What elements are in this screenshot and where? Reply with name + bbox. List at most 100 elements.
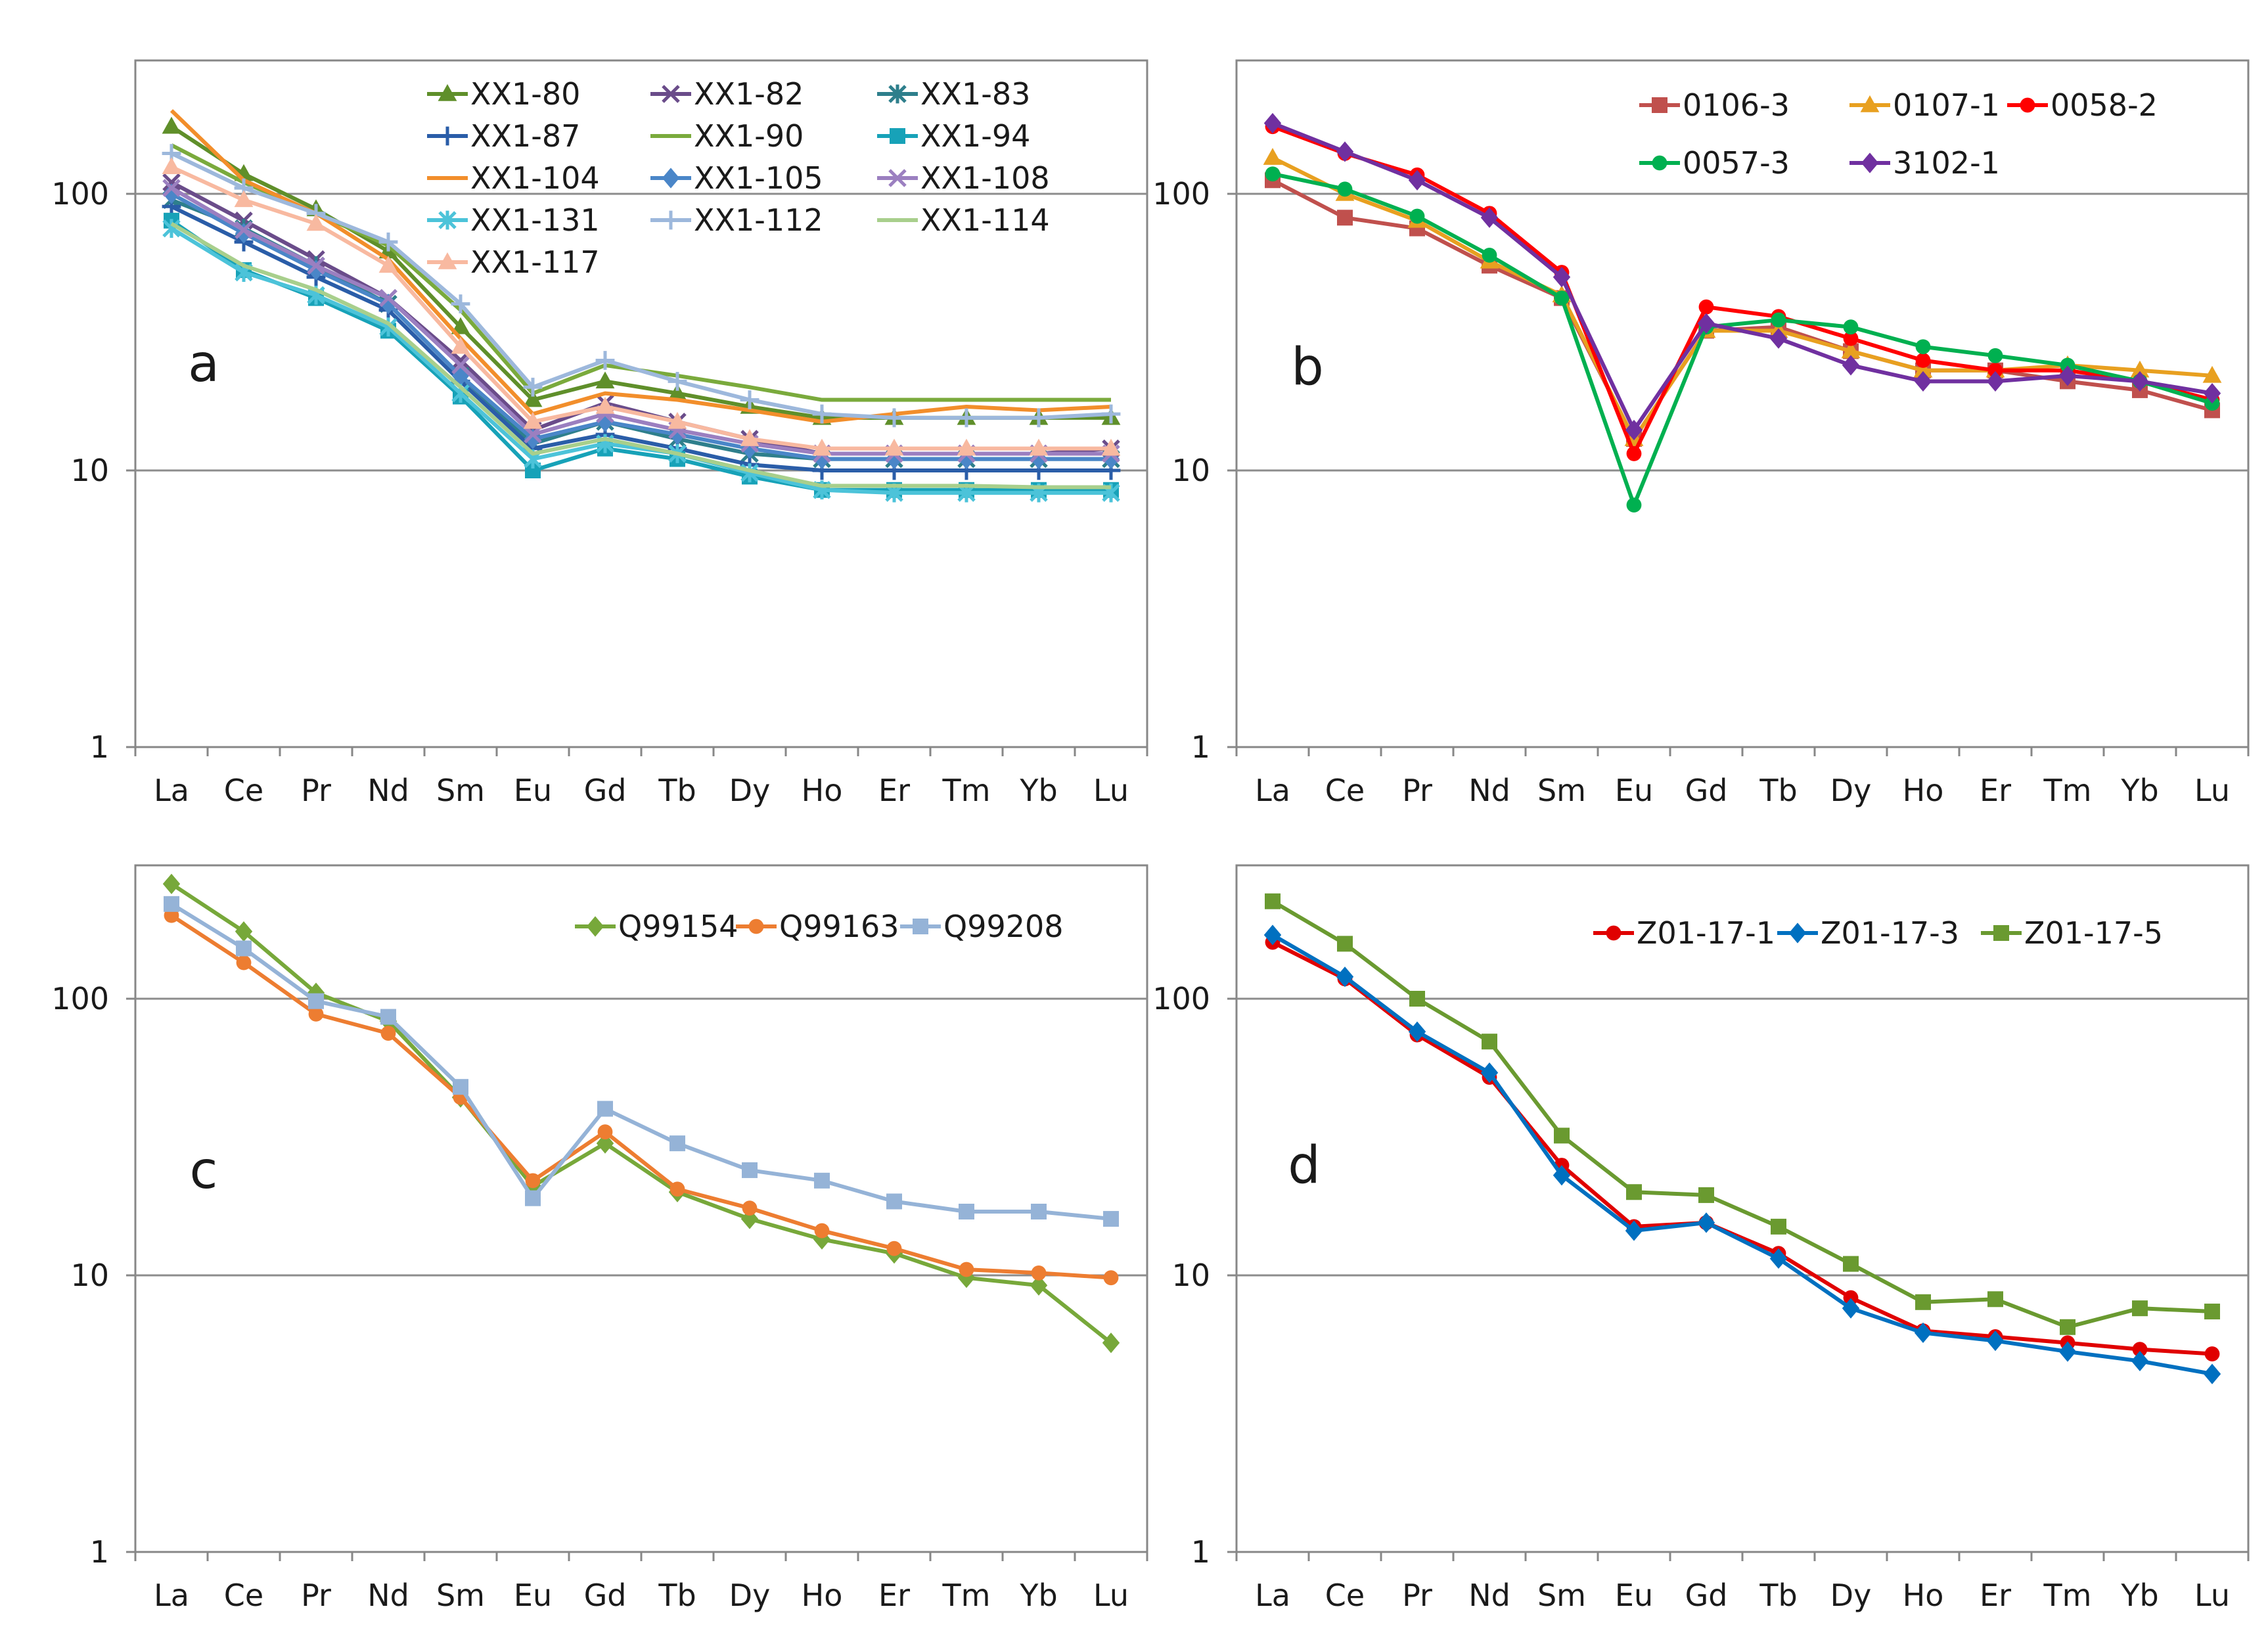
legend-label: XX1-83: [920, 76, 1030, 112]
legend-marker: [662, 85, 680, 103]
series-0058-2: [1265, 119, 2220, 461]
data-point: [451, 317, 470, 334]
data-point: [380, 1009, 396, 1025]
x-tick-label: Ce: [1325, 1578, 1365, 1613]
data-point: [669, 1181, 685, 1197]
data-point: [1987, 1291, 2003, 1308]
data-point: [1913, 360, 1933, 378]
x-tick-label: Pr: [1402, 1578, 1432, 1613]
legend-label: XX1-90: [694, 118, 804, 154]
data-point: [306, 214, 326, 231]
legend-marker: [1652, 97, 1667, 113]
data-point: [1031, 1265, 1047, 1281]
data-point: [1482, 1034, 1497, 1050]
data-point: [812, 404, 832, 424]
data-point: [1843, 330, 1859, 346]
legend: 0106-3 0107-1 0058-2 0057-3 3102-1: [1639, 87, 2158, 181]
data-point: [2058, 365, 2077, 386]
data-point: [1697, 313, 1715, 334]
x-tick-label: Yb: [2120, 1578, 2158, 1613]
data-point: [1915, 1294, 1931, 1310]
chart-panel-c: 1 10 100 La Ce Pr Nd Sm Eu Gd Tb Dy Ho Er Tm Yb Lu Q99154…: [51, 864, 1148, 1613]
legend-marker: [438, 126, 457, 146]
data-point: [1031, 1203, 1047, 1219]
legend-label: 0057-3: [1683, 145, 1790, 181]
data-point: [1769, 328, 1788, 349]
data-point: [1625, 1220, 1643, 1241]
y-tick-label: 100: [51, 981, 109, 1016]
series-line: [170, 192, 1111, 461]
data-point: [162, 173, 181, 192]
x-tick-label: Ce: [224, 1578, 263, 1613]
data-point: [1914, 1322, 1932, 1344]
x-tick-label: La: [1255, 773, 1290, 808]
chart-panel-a: 1 10 100 La Ce Pr Nd Sm Eu Gd Tb Dy Ho Er Tm Yb Lu XX1-80…: [51, 59, 1148, 808]
data-point: [1029, 408, 1049, 428]
legend-label: XX1-87: [470, 118, 580, 154]
data-point: [1771, 312, 1786, 328]
legend-marker: [913, 919, 928, 934]
data-point: [1103, 1270, 1119, 1286]
x-tick-label: Lu: [1093, 1578, 1129, 1613]
data-point: [162, 873, 181, 894]
data-point: [1915, 353, 1931, 368]
legend-item: Z01-17-1: [1593, 915, 1775, 951]
data-point: [1553, 1165, 1571, 1186]
series-Q99163: [164, 907, 1119, 1286]
data-point: [162, 179, 181, 197]
data-point: [379, 288, 397, 308]
legend-marker: [586, 916, 604, 937]
legend-marker: [1861, 152, 1879, 173]
data-point: [2130, 360, 2150, 378]
series-line: [170, 204, 1111, 472]
x-tick-label: Er: [878, 773, 910, 808]
legend-label: Z01-17-1: [1637, 915, 1775, 951]
data-point: [453, 1079, 468, 1095]
x-tick-label: Tm: [942, 773, 991, 808]
legend-marker: [438, 210, 457, 230]
x-tick-label: Sm: [436, 773, 485, 808]
series-line: [170, 165, 1111, 451]
series-line: [170, 882, 1112, 1345]
legend: XX1-80 XX1-82 XX1-83 XX1-87 XX1-90 XX1-94 XX1-…: [427, 76, 1050, 280]
x-tick-label: Nd: [367, 1578, 409, 1613]
data-point: [1029, 438, 1049, 456]
legend-label: XX1-112: [694, 202, 823, 238]
data-point: [2060, 1319, 2075, 1335]
data-point: [2204, 1304, 2220, 1320]
x-tick-label: Eu: [1615, 773, 1653, 808]
legend-marker: [888, 169, 907, 187]
legend-item: 0057-3: [1639, 145, 1790, 181]
series-Z01-17-5: [1265, 893, 2220, 1335]
x-tick-label: Sm: [436, 1578, 485, 1613]
x-tick-label: Tb: [658, 1578, 696, 1613]
data-point: [2203, 1363, 2221, 1384]
legend-marker: [748, 919, 764, 934]
data-point: [884, 408, 904, 428]
series-Z01-17-3: [1263, 924, 2221, 1384]
data-point: [380, 1026, 396, 1041]
data-point: [451, 336, 470, 354]
data-point: [1771, 1218, 1786, 1235]
data-point: [378, 232, 398, 252]
series-line: [170, 109, 1112, 424]
data-point: [1336, 141, 1354, 162]
data-point: [957, 438, 976, 456]
data-point: [2203, 383, 2221, 404]
data-point: [1626, 497, 1642, 512]
data-point: [1337, 210, 1353, 226]
legend-label: XX1-80: [470, 76, 580, 112]
data-point: [1480, 1062, 1499, 1083]
series-line: [1272, 171, 2213, 507]
x-tick-label: Dy: [1830, 773, 1872, 808]
series-3102-1: [1263, 112, 2221, 441]
data-point: [1408, 170, 1426, 191]
x-tick-label: Lu: [1093, 773, 1129, 808]
legend-item: Q99154: [575, 909, 738, 944]
x-tick-label: Ho: [1903, 773, 1944, 808]
legend-label: Q99163: [779, 909, 899, 944]
legend-item: XX1-104: [427, 160, 600, 196]
data-point: [1914, 371, 1932, 392]
legend-item: XX1-117: [427, 244, 600, 280]
legend-marker: [1860, 95, 1880, 112]
